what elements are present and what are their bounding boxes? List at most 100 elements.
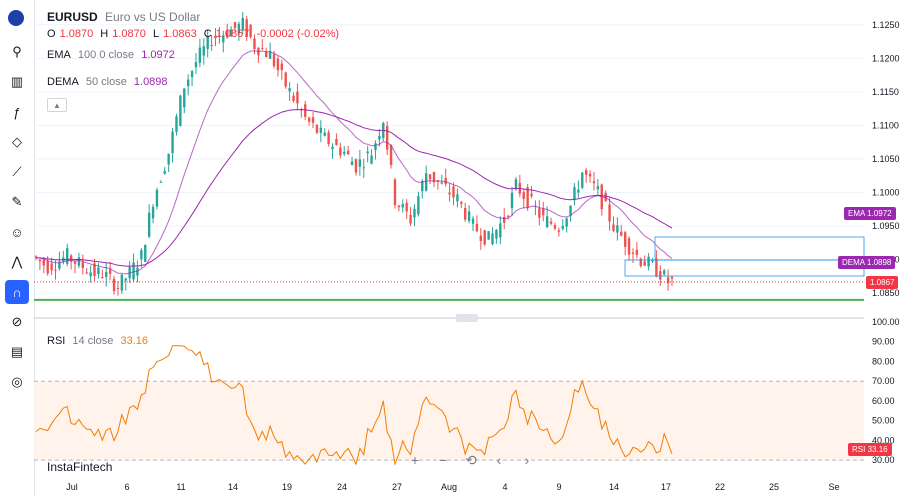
brush-icon[interactable]: ✎ (11, 194, 23, 209)
candle-body (581, 172, 584, 188)
candle-body (577, 189, 580, 193)
scroll-left-button[interactable]: ‹ (496, 452, 502, 468)
candles (34, 11, 674, 296)
candle-body (565, 218, 568, 227)
rsi-tick-label: 80.00 (872, 356, 895, 366)
symbol[interactable]: EURUSD (47, 10, 98, 24)
rsi-band (34, 381, 864, 461)
ema-legend[interactable]: EMA 100 0 close 1.0972 (47, 49, 179, 61)
rsi-params: 14 close (72, 335, 114, 347)
candle-body (335, 138, 338, 146)
zoom-out-button[interactable]: − (438, 452, 448, 468)
candle-body (514, 179, 518, 190)
rsi-tick-label: 30.00 (872, 455, 895, 465)
time-tick-label: 17 (661, 482, 671, 492)
candle-body (424, 173, 428, 191)
candle-body (483, 230, 486, 245)
candle-body (77, 257, 81, 266)
fx-icon[interactable]: ƒ (13, 104, 21, 120)
candle-body (647, 256, 650, 267)
ohlc-legend: O 1.0870 H 1.0870 L 1.0863 C 1.0867 -0.0002 … (47, 28, 343, 40)
candle-body (456, 194, 459, 202)
candle-body (155, 189, 159, 207)
price-axis: 1.08501.09001.09501.10001.10501.11001.11… (872, 20, 900, 465)
candle-body (627, 238, 631, 255)
candle-body (120, 274, 124, 291)
candle-body (253, 38, 256, 50)
candles-icon[interactable]: ▥ (10, 74, 24, 89)
candle-body (315, 124, 319, 133)
wave-icon[interactable]: ⋀ (11, 254, 23, 269)
candle-body (58, 261, 61, 269)
time-tick-label: 11 (176, 482, 185, 492)
candle-body (343, 151, 346, 154)
candle-body (175, 116, 178, 132)
candle-body (573, 187, 576, 201)
camera-icon[interactable]: ◎ (11, 374, 23, 389)
dema-value: 1.0898 (133, 76, 168, 88)
cursor-icon[interactable]: ⚲ (12, 44, 22, 59)
candle-body (229, 29, 233, 37)
scroll-right-button[interactable]: › (524, 452, 530, 468)
collapse-legend-button[interactable]: ▲ (47, 98, 67, 112)
price-tick-label: 1.0850 (872, 288, 900, 298)
magnet-icon[interactable]: ∩ (5, 280, 29, 304)
time-tick-label: 14 (228, 482, 238, 492)
candle-body (620, 231, 623, 236)
time-tick-label: 27 (392, 482, 402, 492)
candle-body (389, 145, 393, 165)
trash-icon[interactable]: ▤ (10, 344, 24, 359)
trend-icon[interactable]: ⟋ (12, 164, 22, 179)
candle-body (592, 181, 596, 184)
candle-body (471, 218, 475, 224)
candle-body (370, 155, 373, 164)
left-toolbar: ⚲ ▥ ƒ ◇ ⟋ ✎ ☺ ⋀ ∩ ⊘ ▤ ◎ (0, 0, 35, 496)
dema-legend[interactable]: DEMA 50 close 1.0898 (47, 76, 172, 88)
rsi-legend[interactable]: RSI 14 close 33.16 (47, 335, 152, 347)
smiley-icon[interactable]: ☺ (10, 224, 24, 240)
candle-body (140, 250, 143, 260)
candle-body (557, 230, 561, 232)
symbol-title: EURUSD Euro vs US Dollar (47, 10, 204, 24)
candle-body (38, 259, 42, 262)
candle-body (124, 278, 127, 281)
candle-body (495, 229, 498, 239)
candle-body (101, 277, 104, 279)
candle-body (194, 62, 198, 68)
open-value: 1.0870 (59, 28, 94, 40)
candle-body (378, 135, 381, 140)
candle-body (616, 225, 619, 233)
candle-body (346, 150, 350, 155)
ema-params: 100 0 close (77, 49, 135, 61)
price-tick-label: 1.0950 (872, 221, 900, 231)
zoom-in-button[interactable]: + (410, 452, 420, 468)
ema-line (35, 109, 673, 267)
time-tick-label: 6 (124, 482, 129, 492)
candle-body (374, 143, 377, 151)
eye-icon[interactable]: ⊘ (11, 314, 23, 329)
close-value: 1.0867 (215, 28, 250, 40)
candle-body (401, 204, 404, 208)
close-label: C (203, 28, 212, 40)
candle-body (487, 231, 490, 240)
reset-button[interactable]: ⟲ (465, 451, 477, 468)
candle-body (206, 35, 209, 49)
rsi-tick-label: 70.00 (872, 376, 895, 386)
time-tick-label: 25 (769, 482, 779, 492)
candle-body (46, 261, 49, 274)
candle-body (265, 51, 268, 58)
candle-body (218, 35, 221, 37)
candle-body (284, 72, 287, 87)
pattern-icon[interactable]: ◇ (12, 134, 22, 149)
candle-body (397, 205, 401, 208)
brand-watermark: InstaFintech (47, 460, 113, 474)
range-boxes (34, 236, 865, 301)
candle-body (159, 181, 163, 183)
candle-body (362, 167, 365, 169)
candle-body (526, 187, 529, 208)
candle-body (635, 249, 639, 255)
rsi-value: 33.16 (120, 335, 148, 347)
dema-line (35, 50, 673, 275)
flag-icon[interactable] (8, 10, 24, 26)
